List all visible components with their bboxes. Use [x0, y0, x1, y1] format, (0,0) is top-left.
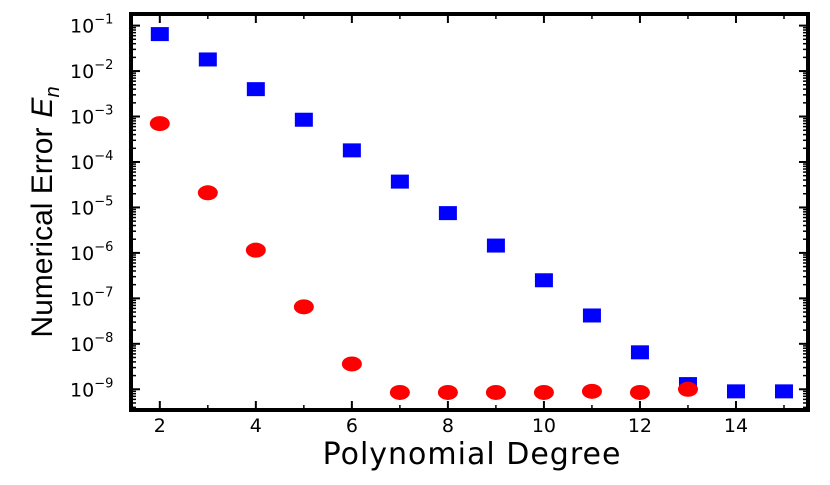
data-markers — [149, 27, 793, 400]
circle-marker — [149, 116, 170, 132]
square-marker — [438, 206, 457, 221]
ytick-label: 10−9 — [70, 376, 113, 401]
ytick-label: 10−1 — [70, 13, 113, 38]
xtick-label: 10 — [532, 415, 556, 437]
ytick-exponent: −7 — [94, 285, 113, 300]
ytick-label: 10−2 — [70, 58, 113, 83]
square-marker — [630, 345, 649, 360]
circle-marker — [197, 185, 218, 201]
square-marker — [342, 143, 361, 158]
y-axis-label-symbol: E — [26, 97, 59, 118]
xtick-label: 12 — [628, 415, 652, 437]
y-axis-label-text: Numerical Error — [26, 128, 59, 338]
xtick-label: 8 — [442, 415, 454, 437]
square-marker — [390, 174, 409, 189]
square-marker — [294, 112, 313, 127]
ytick-label: 10−3 — [70, 104, 113, 129]
ytick-label: 10−5 — [70, 194, 113, 219]
ytick-exponent: −1 — [94, 13, 113, 28]
square-marker — [198, 52, 217, 67]
x-tick-labels: 2 4 6 8 10 12 14 — [154, 415, 748, 437]
circle-marker — [629, 384, 650, 400]
circle-marker — [581, 383, 602, 399]
square-marker — [150, 27, 169, 42]
square-marker — [534, 273, 553, 288]
plot-frame — [129, 12, 810, 412]
ytick-exponent: −6 — [94, 240, 113, 255]
square-marker — [726, 384, 745, 399]
ytick-exponent: −5 — [94, 194, 113, 209]
y-axis-label: Numerical Error En — [26, 86, 64, 337]
ytick-exponent: −4 — [94, 149, 113, 164]
circle-marker — [389, 384, 410, 400]
circle-marker — [245, 242, 266, 258]
ytick-label: 10−7 — [70, 285, 113, 310]
xtick-label: 6 — [346, 415, 358, 437]
ytick-label: 10−8 — [70, 331, 113, 356]
y-tick-labels: 10−1 10−2 10−3 10−4 10−5 10−6 10−7 10−8 10−9 — [70, 13, 113, 402]
ytick-exponent: −8 — [94, 331, 113, 346]
circle-marker — [293, 299, 314, 315]
ytick-exponent: −3 — [94, 104, 113, 119]
square-marker — [486, 238, 505, 253]
xtick-label: 2 — [154, 415, 166, 437]
circle-marker — [341, 356, 362, 372]
x-axis-label: Polynomial Degree — [323, 437, 622, 472]
ytick-label: 10−4 — [70, 149, 113, 174]
y-axis-label-subscript: n — [42, 86, 64, 97]
ytick-exponent: −9 — [94, 376, 113, 391]
circle-marker — [485, 384, 506, 400]
xtick-label: 4 — [250, 415, 262, 437]
ytick-exponent: −2 — [94, 58, 113, 73]
square-marker — [774, 384, 793, 399]
square-marker — [246, 82, 265, 97]
circle-marker — [437, 384, 458, 400]
square-marker — [582, 308, 601, 323]
circle-marker — [677, 381, 698, 397]
axis-ticks — [131, 14, 808, 410]
xtick-label: 14 — [724, 415, 748, 437]
circle-marker — [533, 384, 554, 400]
ytick-label: 10−6 — [70, 240, 113, 265]
